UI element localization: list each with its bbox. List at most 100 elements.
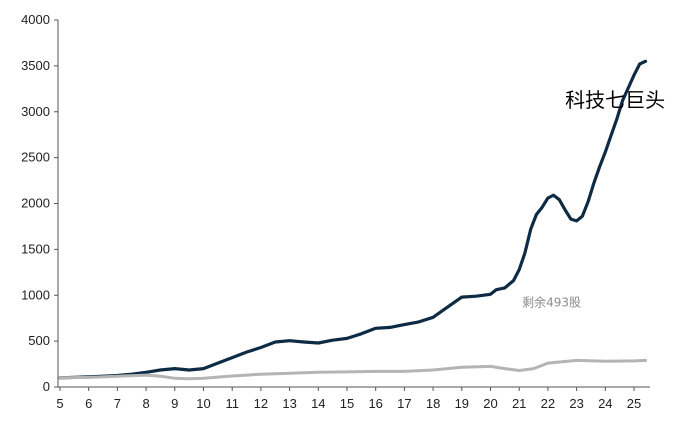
data-point-big_tech (627, 87, 630, 89)
data-point-big_tech (418, 321, 420, 323)
data-point-rest_493 (575, 359, 578, 362)
x-tick-label: 17 (397, 396, 411, 411)
data-point-rest_493 (374, 370, 377, 373)
annotation-big_tech: 科技七巨头 (565, 88, 665, 112)
series-line-rest_493 (58, 358, 647, 381)
y-tick-label: 4000 (21, 12, 50, 27)
data-point-rest_493 (644, 359, 647, 362)
x-tick-label: 11 (225, 396, 239, 411)
data-point-big_tech (317, 342, 320, 344)
data-point-big_tech (518, 268, 520, 271)
data-point-big_tech (174, 367, 176, 370)
data-point-big_tech (604, 151, 607, 153)
data-point-big_tech (202, 367, 205, 370)
data-point-big_tech (346, 337, 348, 340)
data-point-big_tech (616, 118, 618, 120)
data-point-big_tech (564, 209, 566, 211)
data-point-rest_493 (59, 377, 61, 379)
x-tick-label: 10 (196, 396, 210, 411)
x-tick-label: 25 (627, 396, 641, 411)
labels-layer: 0 500 1000 1500 2000 2500 3000 3500 4000 5 6 7 8 9 10 1… (21, 12, 641, 411)
data-point-big_tech (621, 99, 624, 102)
data-point-rest_493 (231, 375, 233, 377)
data-point-big_tech (495, 288, 498, 291)
data-point-big_tech (504, 287, 506, 289)
y-tick-label: 0 (43, 379, 50, 394)
x-tick-label: 24 (598, 396, 612, 411)
y-tick-label: 1500 (21, 241, 50, 256)
data-point-big_tech (489, 293, 492, 296)
data-point-big_tech (570, 218, 572, 220)
data-point-big_tech (245, 351, 248, 353)
data-point-big_tech (145, 371, 147, 374)
annotation-rest: 剩余493股 (522, 294, 581, 309)
y-tick-label: 3000 (21, 104, 50, 119)
data-point-rest_493 (518, 369, 520, 372)
data-point-rest_493 (116, 375, 119, 378)
data-point-big_tech (541, 206, 543, 208)
data-point-big_tech (475, 295, 477, 298)
data-point-big_tech (524, 252, 526, 254)
data-point-rest_493 (489, 365, 492, 368)
data-point-rest_493 (87, 376, 90, 379)
x-tick-label: 12 (254, 396, 268, 411)
y-tick-label: 2000 (21, 196, 50, 211)
y-tick-label: 3500 (21, 58, 50, 73)
x-tick-label: 23 (569, 396, 583, 411)
x-tick-label: 5 (56, 396, 63, 411)
data-point-rest_493 (317, 371, 320, 374)
data-point-big_tech (260, 346, 262, 349)
x-tick-label: 14 (311, 396, 325, 411)
data-point-big_tech (529, 228, 532, 230)
x-tick-label: 16 (368, 396, 382, 411)
data-point-rest_493 (188, 377, 190, 380)
data-point-big_tech (535, 213, 538, 216)
data-point-big_tech (598, 166, 601, 168)
data-point-big_tech (403, 323, 406, 326)
x-tick-label: 18 (426, 396, 440, 411)
data-point-big_tech (288, 339, 291, 342)
data-point-big_tech (188, 369, 190, 371)
data-point-big_tech (446, 306, 449, 309)
data-point-big_tech (638, 63, 641, 65)
x-tick-label: 8 (142, 396, 149, 411)
data-point-rest_493 (145, 374, 147, 376)
data-point-big_tech (587, 200, 589, 203)
data-point-big_tech (274, 341, 277, 343)
data-point-rest_493 (532, 367, 535, 370)
data-point-big_tech (374, 327, 377, 330)
data-point-rest_493 (174, 377, 176, 380)
x-tick-label: 21 (512, 396, 526, 411)
data-point-rest_493 (432, 369, 434, 371)
data-point-big_tech (303, 341, 305, 343)
x-tick-label: 22 (541, 396, 555, 411)
data-point-big_tech (581, 215, 584, 218)
data-point-rest_493 (504, 367, 506, 370)
data-point-rest_493 (346, 371, 348, 373)
data-point-rest_493 (403, 370, 406, 373)
y-tick-label: 1000 (21, 287, 50, 302)
x-tick-label: 9 (171, 396, 178, 411)
x-tick-label: 19 (455, 396, 469, 411)
data-point-big_tech (512, 279, 515, 282)
data-point-big_tech (547, 197, 549, 199)
data-point-big_tech (610, 134, 612, 137)
series-layer (58, 59, 648, 381)
y-tick-label: 500 (28, 333, 50, 348)
x-tick-label: 6 (85, 396, 92, 411)
data-point-rest_493 (260, 373, 262, 376)
data-point-rest_493 (202, 377, 205, 380)
x-tick-label: 20 (483, 396, 497, 411)
data-point-big_tech (461, 296, 463, 298)
data-point-rest_493 (547, 362, 549, 364)
data-point-rest_493 (159, 375, 162, 378)
data-point-big_tech (432, 316, 434, 319)
data-point-big_tech (633, 74, 635, 76)
y-tick-label: 2500 (21, 150, 50, 165)
data-point-rest_493 (604, 360, 607, 363)
data-point-big_tech (552, 194, 555, 196)
data-point-big_tech (644, 60, 647, 63)
data-point-rest_493 (461, 366, 463, 369)
data-point-big_tech (593, 182, 595, 185)
